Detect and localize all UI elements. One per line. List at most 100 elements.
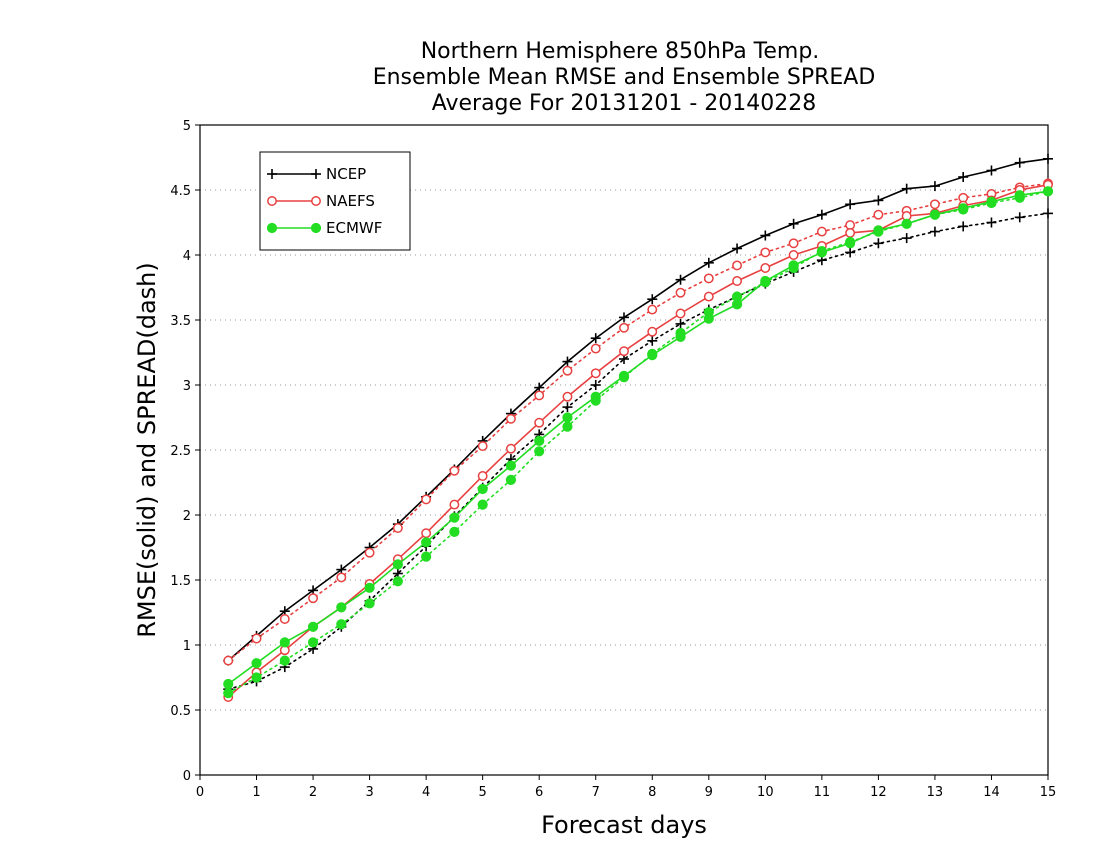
naefs-spread-point (816, 226, 827, 237)
ecmwf-spread-point (392, 576, 403, 587)
series-ecmwf (223, 186, 1054, 699)
series-naefs (223, 178, 1053, 702)
ecmwf-spread-point (223, 688, 234, 699)
x-tick-label: 11 (814, 785, 831, 800)
ecmwf-rmse-point (421, 537, 432, 548)
x-tick-label: 7 (592, 785, 600, 800)
ecmwf-rmse-point (590, 391, 601, 402)
naefs-rmse-point (845, 227, 856, 238)
ecmwf-rmse-point (449, 512, 460, 523)
ecmwf-rmse-point (845, 238, 856, 249)
ncep-rmse-point (958, 172, 969, 182)
ncep-spread-point (675, 318, 686, 329)
ncep-rmse-point (816, 209, 827, 220)
ecmwf-rmse-point (958, 203, 969, 214)
ecmwf-rmse-point (901, 218, 912, 229)
ecmwf-rmse-point (703, 313, 714, 324)
legend-marker (310, 222, 322, 234)
legend-item-ecmwf: ECMWF (266, 219, 382, 237)
x-tick-label: 4 (422, 785, 430, 800)
ncep-rmse-point (1043, 153, 1053, 164)
y-tick-label: 2.5 (170, 444, 191, 459)
naefs-rmse-line (227, 184, 1049, 698)
ecmwf-rmse-point (336, 602, 347, 613)
ecmwf-spread-point (251, 672, 262, 683)
y-tick-label: 3 (183, 379, 191, 394)
naefs-spread-point (873, 209, 884, 220)
ncep-spread-point (901, 233, 912, 244)
ecmwf-rmse-point (279, 637, 290, 648)
naefs-spread-point (562, 365, 573, 376)
ncep-spread-point (929, 226, 940, 237)
ecmwf-rmse-point (392, 559, 403, 570)
ecmwf-rmse-point (364, 582, 375, 593)
ecmwf-rmse-point (534, 435, 545, 446)
ecmwf-rmse-point (647, 350, 658, 361)
naefs-rmse-point (788, 250, 799, 260)
naefs-spread-point (364, 547, 375, 558)
x-tick-label: 3 (365, 785, 373, 800)
y-tick-label: 1.5 (170, 574, 191, 589)
ncep-rmse-point (986, 165, 997, 176)
ncep-rmse-point (1014, 157, 1025, 168)
naefs-rmse-point (449, 499, 460, 510)
ncep-spread-point (986, 217, 997, 228)
naefs-rmse-point (619, 346, 629, 357)
ecmwf-spread-line (227, 190, 1049, 694)
x-tick-label: 9 (705, 785, 713, 800)
y-tick-label: 4.5 (170, 184, 191, 199)
naefs-rmse-point (647, 326, 658, 337)
grid (200, 189, 1048, 711)
ecmwf-rmse-point (223, 678, 234, 690)
ncep-spread-point (873, 238, 884, 249)
ecmwf-rmse-point (675, 331, 686, 342)
x-tick-label: 10 (757, 785, 774, 800)
y-tick-label: 5 (183, 119, 191, 134)
chart-title: Northern Hemisphere 850hPa Temp. Ensembl… (373, 39, 876, 116)
ncep-rmse-point (703, 257, 714, 268)
naefs-rmse-point (421, 528, 432, 539)
legend-item-ncep: NCEP (267, 165, 366, 183)
x-tick-label: 0 (196, 785, 204, 800)
ecmwf-rmse-point (788, 260, 799, 271)
legend-label-ecmwf: ECMWF (326, 219, 382, 237)
naefs-spread-point (421, 494, 432, 505)
naefs-rmse-point (703, 291, 714, 302)
ecmwf-spread-point (449, 526, 460, 538)
x-tick-label: 1 (252, 785, 260, 800)
naefs-spread-point (647, 304, 658, 315)
naefs-spread-line (227, 182, 1049, 662)
y-tick-label: 0.5 (170, 704, 191, 719)
x-tick-label: 12 (870, 785, 887, 800)
ncep-rmse-point (647, 294, 658, 305)
x-axis-label: Forecast days (541, 811, 707, 839)
ecmwf-rmse-point (929, 209, 941, 220)
ncep-rmse-point (873, 195, 884, 206)
y-axis-label: RMSE(solid) and SPREAD(dash) (133, 262, 161, 638)
ncep-spread-point (1043, 208, 1053, 219)
naefs-spread-point (929, 199, 940, 210)
ncep-rmse-point (760, 230, 771, 241)
axes: 00.511.522.533.544.550 1 2 3 4 5 6 7 8 9 10 11 12 13 1… (170, 119, 1056, 800)
naefs-spread-point (392, 523, 403, 533)
ecmwf-spread-point (307, 637, 319, 648)
y-tick-label: 3.5 (170, 314, 191, 329)
naefs-spread-point (477, 441, 488, 452)
naefs-rmse-point (675, 308, 686, 319)
legend-label-ncep: NCEP (326, 165, 366, 183)
ecmwf-spread-point (364, 598, 375, 609)
ecmwf-rmse-point (618, 370, 630, 381)
ecmwf-rmse-point (562, 412, 573, 423)
ecmwf-rmse-point (873, 225, 884, 236)
ncep-rmse-point (619, 312, 629, 323)
naefs-spread-point (449, 465, 460, 476)
ecmwf-spread-point (505, 474, 517, 485)
naefs-spread-point (675, 287, 686, 298)
chart-title-line-3: Average For 20131201 - 20140228 (432, 91, 817, 116)
chart-title-line-2: Ensemble Mean RMSE and Ensemble SPREAD (373, 65, 876, 90)
ecmwf-spread-point (477, 499, 488, 510)
legend-marker (267, 196, 277, 206)
x-tick-label: 2 (309, 785, 317, 800)
